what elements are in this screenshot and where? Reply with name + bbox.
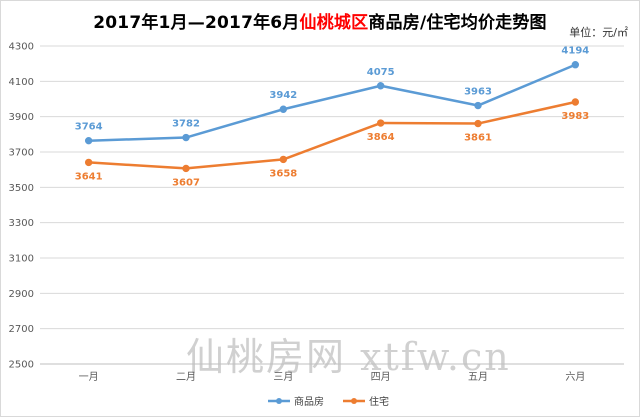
data-label: 3658 (269, 168, 297, 179)
legend-marker (351, 398, 357, 404)
x-tick-label: 四月 (371, 371, 391, 383)
y-tick-label: 2500 (9, 360, 34, 371)
data-point (474, 101, 482, 110)
data-label: 4194 (561, 46, 589, 57)
data-point (474, 119, 482, 128)
data-label: 3942 (269, 90, 297, 101)
legend-label: 商品房 (294, 395, 324, 408)
data-point (182, 133, 190, 142)
title-highlight: 仙桃城区 (299, 13, 369, 33)
series-line-1 (88, 63, 576, 142)
x-tick-label: 五月 (468, 371, 488, 383)
title-prefix: 2017年1月—2017年6月 (93, 13, 300, 33)
data-point (182, 164, 190, 173)
y-tick-label: 3500 (9, 183, 34, 194)
y-tick-label: 2900 (9, 289, 34, 300)
data-point (571, 98, 580, 106)
data-label: 3764 (75, 122, 103, 133)
y-tick-label: 2700 (9, 324, 34, 335)
data-point (279, 105, 288, 113)
x-tick-label: 三月 (273, 371, 293, 383)
unit-label: 单位：元/㎡ (569, 26, 628, 39)
data-label: 3864 (367, 132, 395, 143)
chart-title: 2017年1月—2017年6月仙桃城区商品房/住宅均价走势图 (0, 8, 640, 33)
data-label: 3782 (172, 119, 200, 130)
y-tick-label: 4100 (9, 77, 34, 88)
title-suffix: 商品房/住宅均价走势图 (368, 13, 547, 33)
y-tick-label: 3700 (9, 148, 34, 159)
data-point (84, 158, 93, 167)
y-tick-label: 3100 (9, 254, 34, 265)
data-label: 4075 (367, 67, 395, 78)
data-label: 3861 (464, 133, 492, 144)
series-line-2 (88, 100, 576, 170)
data-label: 3607 (172, 177, 200, 188)
data-point (279, 155, 288, 164)
y-tick-label: 3900 (9, 112, 34, 123)
y-tick-label: 4300 (9, 42, 34, 53)
x-tick-label: 二月 (176, 371, 196, 383)
data-point (571, 61, 580, 69)
data-label: 3963 (464, 87, 492, 98)
x-tick-label: 六月 (565, 371, 585, 383)
data-label: 3641 (75, 171, 103, 182)
legend-label: 住宅 (369, 395, 389, 408)
data-label: 3983 (561, 111, 589, 122)
data-point (376, 119, 385, 127)
watermark: 仙桃房网 xtfw.cn (186, 335, 511, 379)
y-tick-label: 3300 (9, 218, 34, 229)
legend-marker (276, 398, 282, 404)
data-point (376, 82, 385, 90)
data-point (84, 136, 93, 145)
x-tick-label: 一月 (79, 371, 99, 383)
